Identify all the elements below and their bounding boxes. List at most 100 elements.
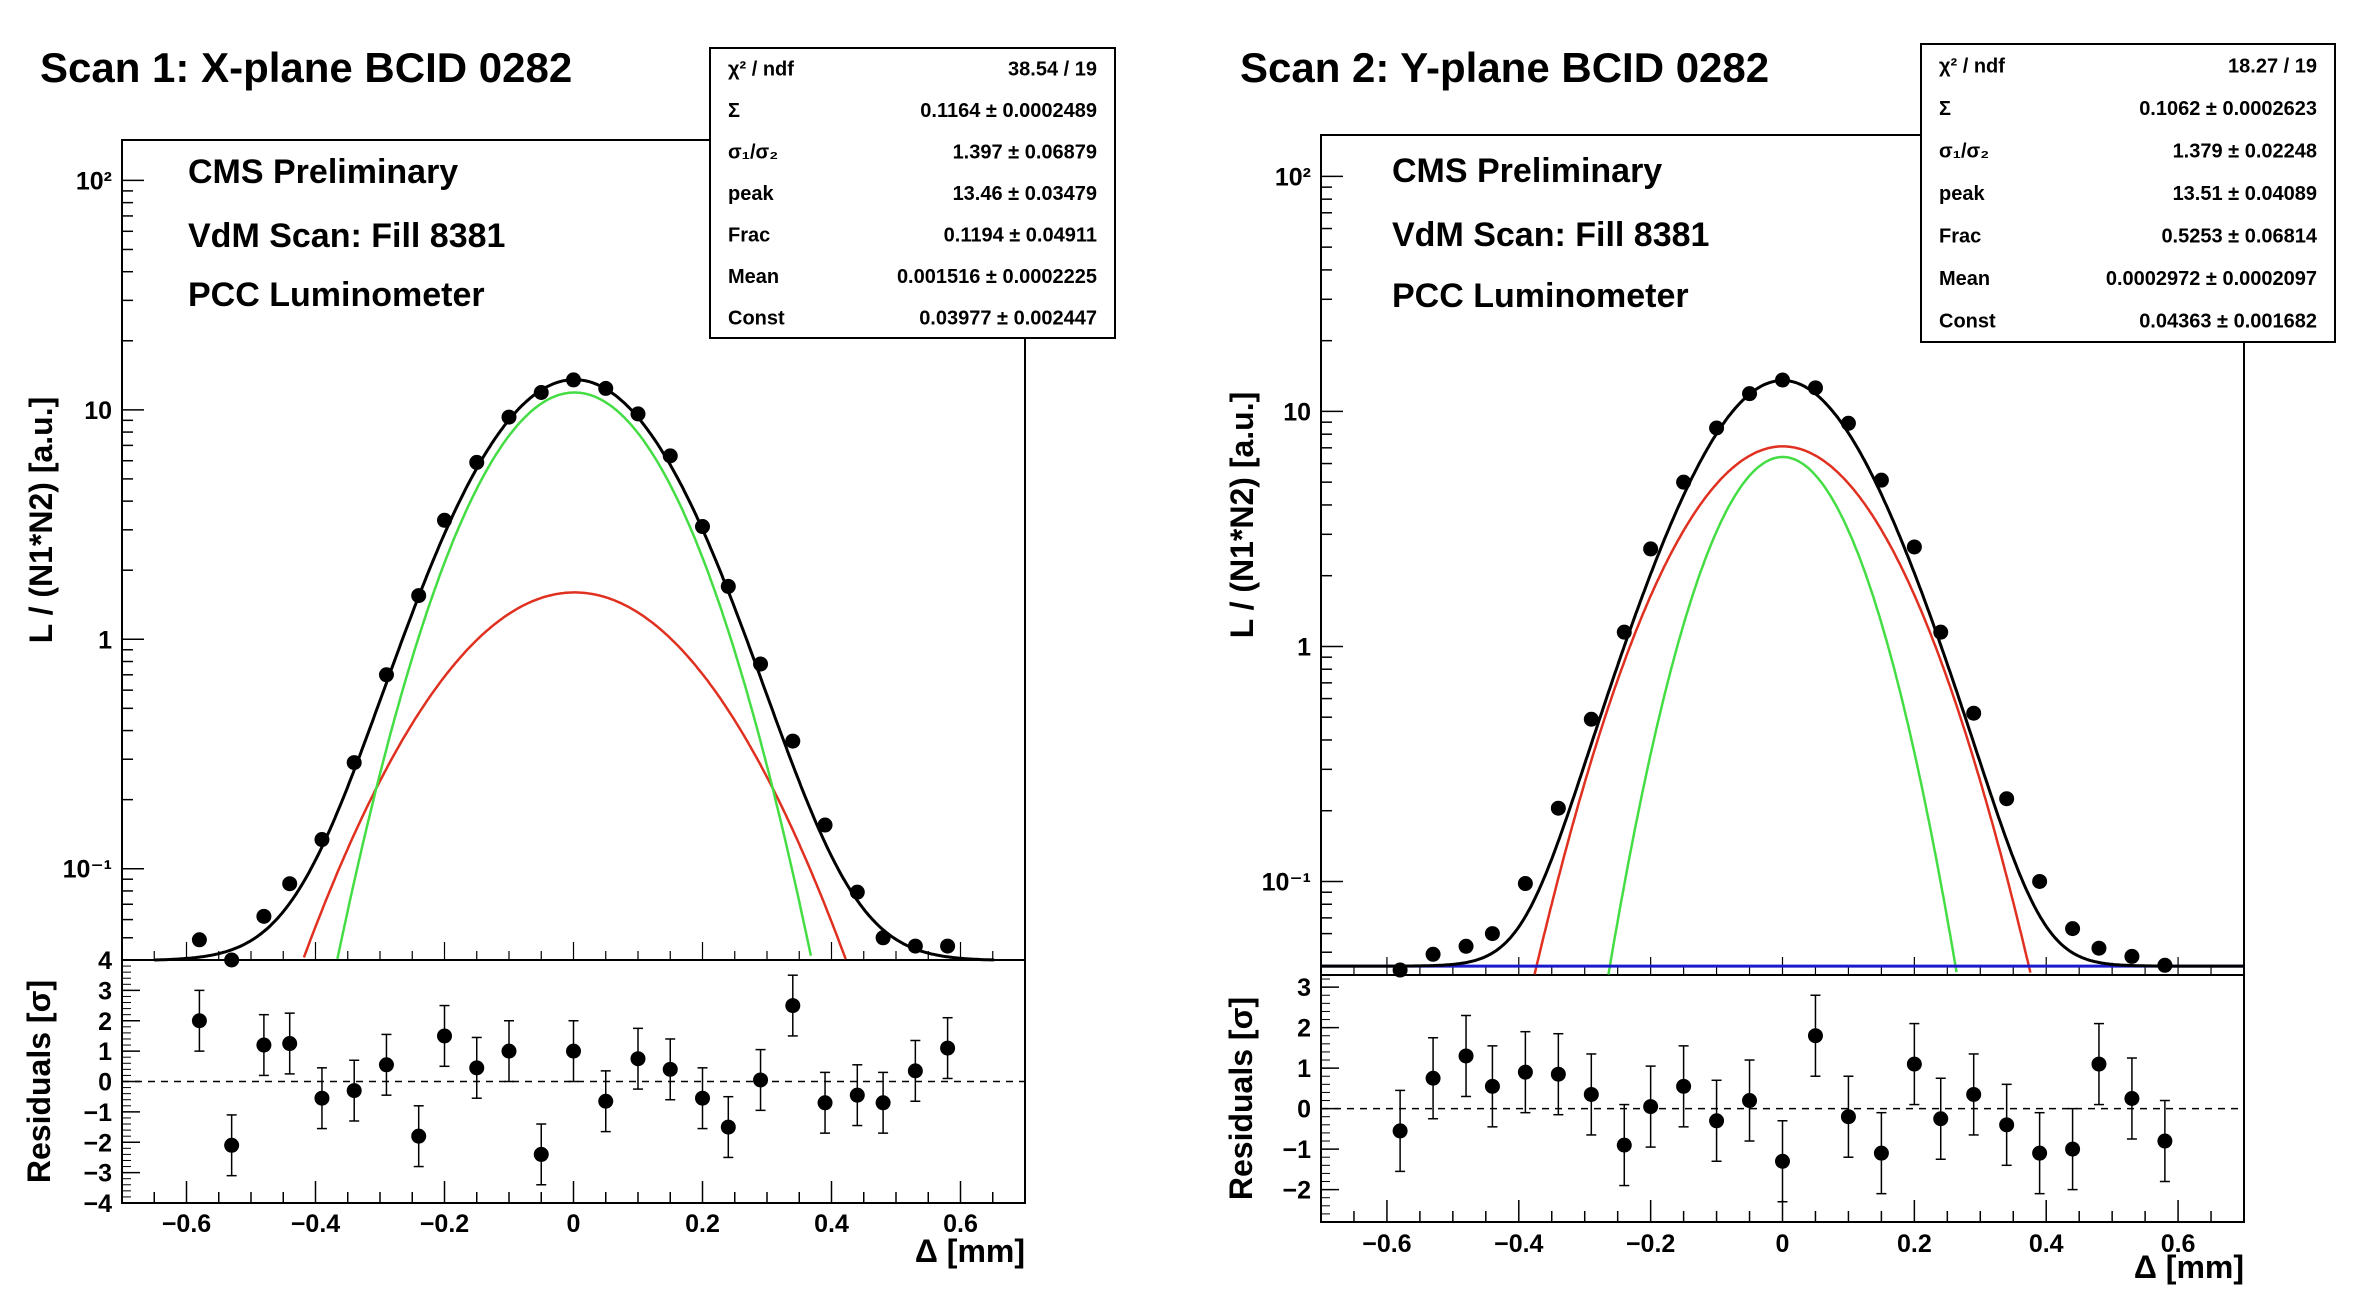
residual-point (1873, 1145, 1889, 1161)
residual-point (378, 1057, 394, 1073)
residual-point (224, 1137, 240, 1153)
data-point (314, 832, 330, 848)
residual-point (907, 1063, 923, 1079)
residual-point (2157, 1133, 2173, 1149)
stats-label: Const (1939, 311, 1996, 333)
residual-point (2032, 1145, 2048, 1161)
x-tick-label: −0.4 (1494, 1230, 1543, 1258)
data-point (940, 938, 956, 954)
stats-label: peak (728, 183, 774, 205)
data-point (907, 938, 923, 954)
fit-curve-narrow (336, 391, 813, 960)
residual-point (1933, 1111, 1949, 1127)
fit-curve-total (154, 378, 995, 962)
stats-box-frame (709, 47, 1116, 339)
residual-point (191, 1013, 207, 1029)
fit-stats-box: χ² / ndf 18.27 / 19 Σ 0.1062 ± 0.0002623 σ₁/… (1920, 43, 2336, 343)
stats-label: Mean (728, 266, 779, 288)
data-point (1840, 415, 1856, 431)
annotation-text: VdM Scan: Fill 8381 (188, 217, 505, 255)
stats-label: Frac (1939, 226, 1981, 248)
data-point (662, 448, 678, 464)
residual-point (2091, 1056, 2107, 1072)
residual-point (1999, 1117, 2015, 1133)
residual-point (630, 1051, 646, 1067)
residual-tick-label: −2 (1282, 1177, 1311, 1205)
stats-label: peak (1939, 183, 1985, 205)
stats-value: 0.0002972 ± 0.0002097 (2106, 268, 2317, 290)
data-point (1999, 791, 2015, 807)
residual-point (1583, 1086, 1599, 1102)
data-point (1550, 800, 1566, 816)
annotation-text: PCC Luminometer (1392, 277, 1689, 315)
data-point (378, 667, 394, 683)
residual-point (1458, 1048, 1474, 1064)
stats-label: χ² / ndf (728, 59, 794, 81)
stats-box-frame (1920, 43, 2336, 343)
data-point (346, 755, 362, 771)
residual-point (1709, 1113, 1725, 1129)
fit-curve-total (1321, 379, 2244, 968)
stats-value: 38.54 / 19 (1008, 59, 1097, 81)
residual-point (1966, 1086, 1982, 1102)
stats-label: Σ (728, 100, 740, 122)
data-point (1517, 876, 1533, 892)
data-point (282, 876, 298, 892)
residual-point (695, 1090, 710, 1106)
stats-value: 0.5253 ± 0.06814 (2161, 226, 2317, 248)
x-tick-label: −0.4 (291, 1210, 340, 1238)
y-tick-label: 10² (76, 167, 112, 195)
residual-point (1840, 1109, 1856, 1125)
residual-tick-label: −1 (83, 1099, 112, 1127)
residual-point (662, 1061, 678, 1077)
fit-stats-box: χ² / ndf 38.54 / 19 Σ 0.1164 ± 0.0002489 σ₁/… (709, 47, 1116, 339)
data-point (1392, 962, 1408, 978)
residual-point (566, 1043, 581, 1059)
data-point (598, 380, 614, 396)
residual-point (346, 1083, 362, 1099)
residual-tick-label: −4 (83, 1190, 112, 1218)
y-tick-label: 10⁻¹ (1262, 868, 1311, 896)
residual-tick-label: 1 (98, 1038, 112, 1066)
residual-tick-label: −1 (1282, 1136, 1311, 1164)
residual-point (817, 1095, 833, 1111)
stats-label: Const (728, 307, 785, 329)
residual-tick-label: 1 (1297, 1055, 1311, 1083)
stats-label: χ² / ndf (1939, 55, 2005, 77)
data-point (1906, 539, 1922, 555)
data-point (1643, 541, 1659, 557)
data-point (1458, 938, 1474, 954)
stats-label: Σ (1939, 98, 1951, 120)
data-point (1676, 474, 1692, 490)
chart-panel-1: Scan 1: X-plane BCID 0282 CMS Preliminary… (21, 44, 1116, 1269)
annotation-text: PCC Luminometer (188, 276, 485, 314)
residual-point (501, 1043, 517, 1059)
residual-point (875, 1095, 891, 1111)
stats-value: 0.03977 ± 0.002447 (919, 307, 1097, 329)
y-tick-label: 1 (1297, 633, 1311, 661)
data-point (566, 372, 581, 388)
data-point (1775, 372, 1790, 388)
data-point (1583, 711, 1599, 727)
y-tick-label: 10 (84, 397, 112, 425)
residual-point (1392, 1123, 1408, 1139)
data-point (191, 932, 207, 948)
residual-point (314, 1090, 330, 1106)
residual-point (1807, 1028, 1823, 1044)
x-tick-label: −0.6 (1362, 1230, 1411, 1258)
residual-point (1484, 1078, 1500, 1094)
stats-value: 1.379 ± 0.02248 (2173, 140, 2317, 162)
residual-tick-label: −3 (83, 1160, 112, 1188)
data-point (256, 908, 272, 924)
residual-point (1676, 1078, 1692, 1094)
stats-value: 18.27 / 19 (2228, 55, 2317, 77)
data-point (1933, 624, 1949, 640)
chart-title: Scan 1: X-plane BCID 0282 (40, 44, 572, 91)
data-point (501, 409, 517, 425)
data-point (1616, 624, 1632, 640)
stats-value: 13.46 ± 0.03479 (953, 183, 1097, 205)
x-tick-label: 0.6 (2161, 1230, 2196, 1258)
annotation-text: CMS Preliminary (1392, 152, 1662, 190)
data-point (817, 817, 833, 833)
